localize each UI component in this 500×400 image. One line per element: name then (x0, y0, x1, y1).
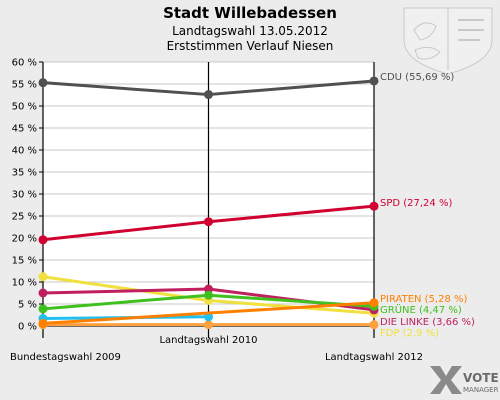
x-tick-label: Landtagswahl 2012 (325, 352, 423, 363)
data-point (38, 304, 48, 314)
chart-subtitle-election: Landtagswahl 13.05.2012 (172, 24, 328, 38)
series-end-label: CDU (55,69 %) (380, 72, 454, 83)
y-tick-label: 15 % (12, 256, 37, 267)
series-line (42, 293, 209, 311)
data-point (204, 284, 213, 294)
chart-series (38, 76, 379, 330)
chart-title: Stadt Willebadessen (163, 4, 337, 22)
series-end-label: FDP (2,9 %) (380, 328, 439, 339)
data-point (38, 288, 48, 298)
data-point (369, 76, 379, 86)
data-point (369, 201, 379, 211)
x-tick-label: Landtagswahl 2010 (159, 335, 257, 346)
data-point (204, 290, 213, 300)
series-line (42, 220, 209, 242)
coat-of-arms-icon (403, 7, 493, 75)
data-point (204, 90, 213, 100)
series-line (42, 301, 375, 325)
data-point (204, 217, 213, 227)
data-point (204, 320, 213, 330)
y-tick-label: 35 % (12, 168, 37, 179)
y-tick-label: 10 % (12, 278, 37, 289)
y-tick-label: 30 % (12, 190, 37, 201)
series-cdu (38, 76, 379, 100)
series-line (208, 79, 375, 97)
y-tick-label: 0 % (18, 322, 37, 333)
data-point (38, 235, 48, 245)
series-line (42, 287, 209, 295)
series-other-7 (38, 320, 379, 330)
data-point (369, 320, 379, 330)
y-tick-label: 55 % (12, 80, 37, 91)
y-tick-label: 20 % (12, 234, 37, 245)
y-tick-label: 25 % (12, 212, 37, 223)
series-end-label: PIRATEN (5,28 %) (380, 294, 468, 305)
series-spd (38, 201, 379, 245)
data-point (38, 318, 48, 328)
series-end-label: DIE LINKE (3,66 %) (380, 317, 475, 328)
series-end-label: SPD (27,24 %) (380, 198, 452, 209)
vote-manager-logo: VOTE MANAGER (430, 366, 499, 394)
series-piraten (38, 298, 379, 328)
y-tick-label: 40 % (12, 146, 37, 157)
data-point (369, 298, 379, 308)
vote-manager-x-icon (430, 366, 462, 394)
y-tick-label: 60 % (12, 58, 37, 69)
data-point (38, 78, 48, 88)
series-line (42, 81, 209, 97)
series-line (208, 204, 375, 224)
chart-subtitle-description: Erststimmen Verlauf Niesen (167, 39, 334, 53)
logo-vote-text: VOTE (463, 371, 499, 385)
y-tick-label: 45 % (12, 124, 37, 135)
chart-end-labels: CDU (55,69 %) SPD (27,24 %) PIRATEN (5,28 … (380, 72, 475, 339)
logo-manager-text: MANAGER (463, 386, 499, 394)
y-tick-label: 5 % (18, 300, 37, 311)
series-end-label: GRÜNE (4,47 %) (380, 303, 462, 316)
x-tick-label: Bundestagswahl 2009 (10, 352, 121, 363)
y-tick-label: 50 % (12, 102, 37, 113)
data-point (38, 272, 48, 282)
